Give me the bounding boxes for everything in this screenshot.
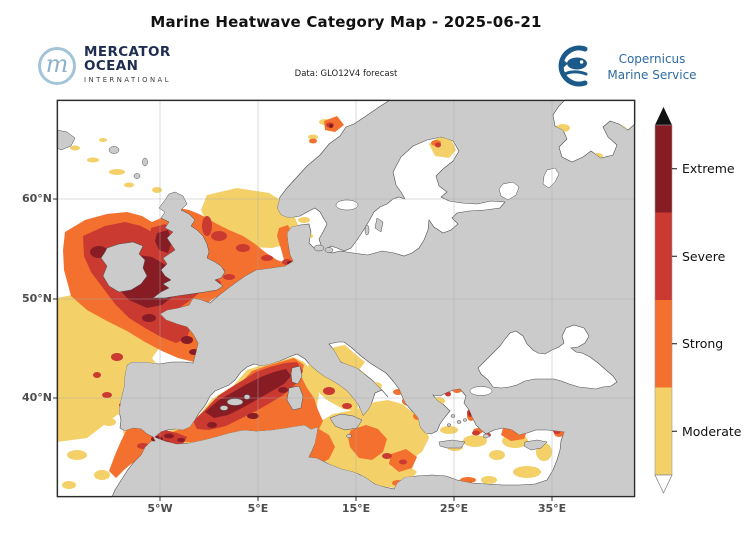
map-frame <box>56 99 636 498</box>
data-source-note: Data: GLO12V4 forecast <box>294 69 398 79</box>
island-layer <box>56 129 548 451</box>
mercator-monogram-icon: m <box>38 47 76 85</box>
axis-ticks <box>53 198 553 501</box>
x-tick-15e: 15°E <box>341 502 371 515</box>
colorbar-severe-segment <box>655 212 672 300</box>
copernicus-fish-icon <box>552 42 600 94</box>
mercator-ocean-logo: m MERCATOR OCEAN INTERNATIONAL <box>38 45 171 85</box>
mercator-line3: INTERNATIONAL <box>84 76 171 85</box>
colorbar-bottom-arrow-icon <box>654 474 673 494</box>
category-colorbar <box>651 105 701 504</box>
colorbar-strong-segment <box>655 300 672 388</box>
map-canvas <box>53 99 636 501</box>
copernicus-logo-text: Copernicus Marine Service <box>602 52 702 83</box>
grid-layer <box>57 100 635 497</box>
legend-label-extreme: Extreme <box>682 161 735 176</box>
y-tick-60n: 60°N <box>21 192 52 205</box>
copernicus-line2: Marine Service <box>607 67 697 82</box>
page-title: Marine Heatwave Category Map - 2025-06-2… <box>150 13 542 31</box>
mercator-line1: MERCATOR <box>84 44 171 60</box>
y-tick-40n: 40°N <box>21 391 52 404</box>
mercator-line2: OCEAN <box>84 58 139 75</box>
x-tick-5e: 5°E <box>247 502 269 515</box>
x-tick-25e: 25°E <box>439 502 469 515</box>
legend-label-severe: Severe <box>682 249 726 264</box>
copernicus-line1: Copernicus <box>618 52 686 66</box>
x-tick-35e: 35°E <box>537 502 567 515</box>
legend-label-moderate: Moderate <box>682 424 742 439</box>
y-tick-50n: 50°N <box>21 292 52 305</box>
colorbar-top-arrow-icon <box>655 107 672 125</box>
legend-label-strong: Strong <box>682 336 724 351</box>
colorbar-moderate-segment <box>655 387 672 475</box>
colorbar-extreme-segment <box>655 125 672 213</box>
x-tick-5w: 5°W <box>147 502 173 515</box>
